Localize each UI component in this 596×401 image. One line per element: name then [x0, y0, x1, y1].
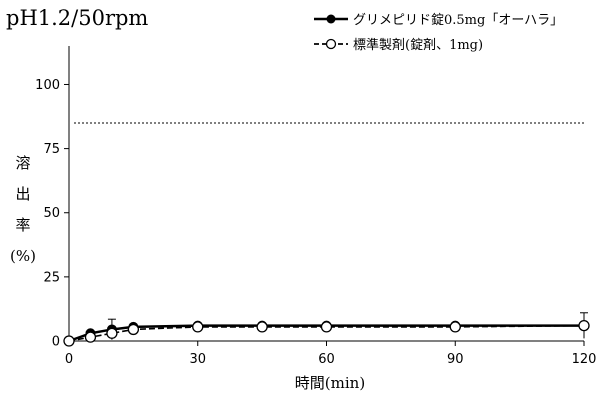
- legend-label-test: グリメピリド錠0.5mg「オーハラ」: [353, 13, 564, 28]
- y-tick-label: 25: [43, 270, 60, 285]
- legend-item-test: グリメピリド錠0.5mg「オーハラ」: [312, 6, 563, 31]
- x-tick-label: 0: [65, 352, 73, 367]
- y-tick-label: 100: [35, 78, 60, 93]
- y-tick-label: 75: [43, 142, 60, 157]
- legend: グリメピリド錠0.5mg「オーハラ」 標準製剤(錠剤、1mg): [312, 6, 563, 56]
- legend-swatch-reference: [314, 38, 348, 49]
- y-axis-label-char-4: (%): [10, 247, 36, 265]
- x-tick-label: 120: [572, 352, 596, 367]
- y-tick-label: 0: [52, 335, 60, 350]
- legend-swatch-test: [314, 14, 348, 23]
- legend-label-reference: 標準製剤(錠剤、1mg): [353, 38, 484, 53]
- x-axis-label: 時間(min): [294, 374, 366, 392]
- y-tick-label: 50: [43, 206, 60, 221]
- y-axis-label-char-1: 溶: [15, 154, 31, 172]
- data-point-reference: [106, 327, 118, 339]
- x-tick-label: 30: [189, 352, 206, 367]
- data-point-reference: [578, 319, 590, 332]
- data-point-reference: [63, 335, 75, 347]
- x-tick-label: 90: [447, 352, 464, 367]
- data-point-reference: [84, 331, 97, 343]
- data-point-reference: [320, 321, 333, 333]
- y-axis-label: 溶 出 率 (%): [8, 148, 38, 272]
- chart-title: pH1.2/50rpm: [6, 6, 149, 30]
- y-axis-label-char-2: 出: [15, 185, 31, 203]
- y-axis-label-char-3: 率: [15, 216, 31, 234]
- data-point-reference: [127, 323, 140, 336]
- data-point-reference: [256, 321, 268, 333]
- data-point-reference: [449, 321, 461, 333]
- x-tick-label: 60: [318, 352, 335, 367]
- legend-item-reference: 標準製剤(錠剤、1mg): [312, 31, 563, 56]
- data-point-reference: [192, 321, 204, 333]
